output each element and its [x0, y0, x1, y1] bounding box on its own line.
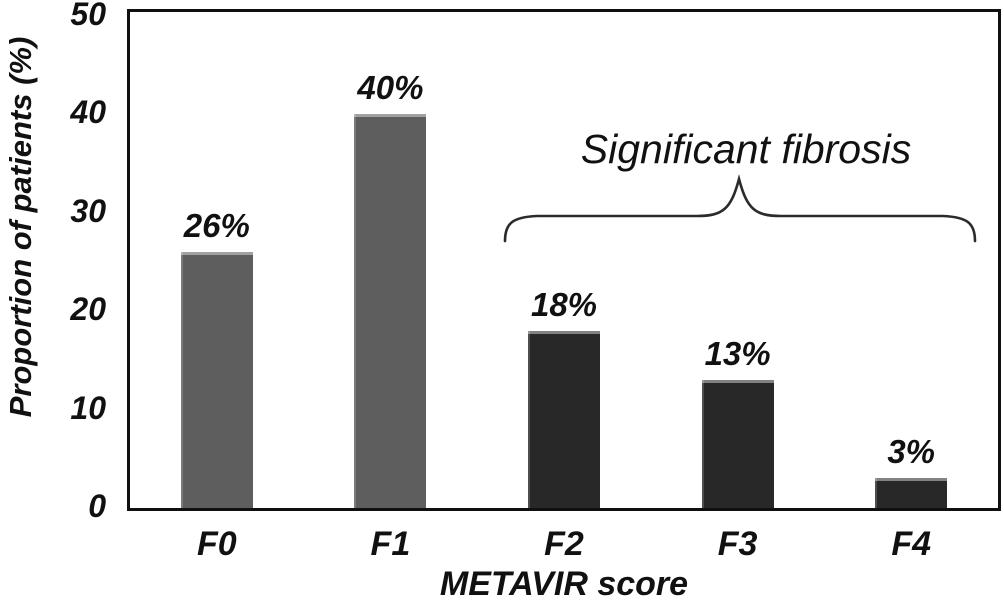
x-tick-F4: F4 — [891, 525, 932, 563]
x-axis-title: METAVIR score — [439, 565, 689, 603]
bar-F3 — [701, 380, 774, 508]
y-tick-10: 10 — [70, 389, 106, 426]
x-tick-F2: F2 — [544, 525, 584, 563]
x-tick-F3: F3 — [717, 525, 758, 563]
y-tick-50: 50 — [70, 0, 106, 32]
bar-F2 — [528, 330, 600, 508]
y-tick-40: 40 — [70, 94, 106, 131]
brace-path — [503, 173, 977, 243]
bar-F0 — [180, 252, 253, 508]
x-tick-F1: F1 — [370, 525, 411, 563]
annotation-significant-fibrosis: Significant fibrosis — [580, 126, 912, 172]
y-tick-20: 20 — [70, 291, 106, 328]
bar-F1 — [354, 114, 427, 508]
value-label-F3: 13% — [704, 335, 771, 373]
bar-F4 — [875, 478, 948, 508]
significant-fibrosis-brace — [503, 173, 977, 243]
value-label-F2: 18% — [530, 285, 598, 323]
value-label-F4: 3% — [887, 433, 936, 471]
x-tick-F0: F0 — [196, 525, 237, 563]
y-tick-0: 0 — [88, 488, 106, 524]
plot-area: Significant fibrosis 26% 40% 18% 13% 3% — [127, 9, 1001, 511]
y-tick-30: 30 — [70, 192, 106, 229]
value-label-F0: 26% — [183, 207, 250, 245]
value-label-F1: 40% — [357, 69, 424, 107]
